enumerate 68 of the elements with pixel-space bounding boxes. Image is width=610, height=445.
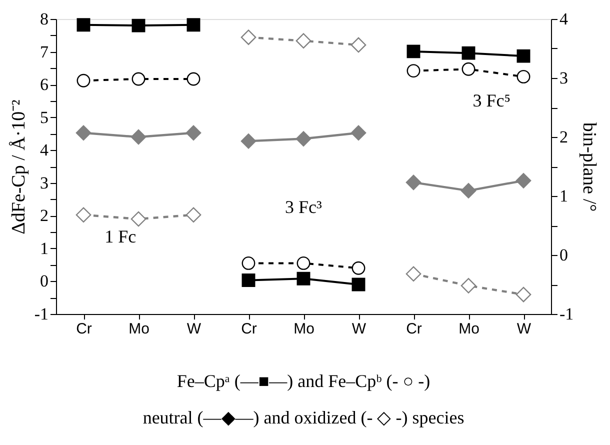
point xyxy=(76,18,90,32)
point xyxy=(130,211,146,227)
text: Fe–Cpᵃ (—■—) and Fe–Cpᵇ (- ○ -) xyxy=(176,370,430,391)
point xyxy=(186,207,202,223)
annotation: 3 Fc⁵ xyxy=(472,90,510,111)
annotation: 1 Fc xyxy=(104,226,136,246)
y2-axis-title: bin-plane /° xyxy=(578,122,600,212)
point xyxy=(406,44,420,58)
y2-tick-label: 4 xyxy=(560,10,568,28)
x-tick-label: W xyxy=(516,320,532,338)
x-tick-label: W xyxy=(186,320,202,338)
point xyxy=(76,74,90,88)
point xyxy=(132,72,146,86)
point xyxy=(186,18,200,32)
point xyxy=(186,125,202,141)
point xyxy=(350,37,366,53)
y-tick-label: 4 xyxy=(40,140,49,160)
x-tick-label: Cr xyxy=(241,320,257,338)
point xyxy=(516,286,532,302)
point xyxy=(350,125,366,141)
x-tick-label: Cr xyxy=(406,320,422,338)
point xyxy=(296,33,312,48)
y2-tick-label: 1 xyxy=(560,186,568,206)
point xyxy=(186,72,200,86)
y-tick-label: 6 xyxy=(40,75,48,94)
y-tick-label: 1 xyxy=(40,238,48,258)
y-tick-label: 5 xyxy=(40,108,48,127)
point xyxy=(296,131,312,146)
text: neutral (—◆—) and oxidized (- ◇ -) species xyxy=(142,408,464,428)
y-tick-label: 8 xyxy=(40,10,48,28)
point xyxy=(352,261,366,275)
x-tick-label: Mo xyxy=(458,320,480,338)
point xyxy=(516,49,530,63)
y2-tick-label: 0 xyxy=(560,246,568,264)
point xyxy=(132,18,146,32)
y-tick-label: 7 xyxy=(40,42,49,62)
y-tick-label: 3 xyxy=(40,173,48,192)
point xyxy=(242,274,256,287)
point xyxy=(352,278,366,292)
x-tick-label: Mo xyxy=(294,320,314,338)
y-axis-title: ΔdFe-Cp / Å·10⁻² xyxy=(8,99,30,234)
y2-tick-label: 2 xyxy=(560,128,568,146)
point xyxy=(242,256,256,270)
point xyxy=(406,266,422,282)
point xyxy=(460,183,476,198)
y-tick-label: 2 xyxy=(40,206,48,226)
point xyxy=(240,133,256,149)
point xyxy=(462,46,476,60)
point xyxy=(462,62,476,76)
point xyxy=(516,70,530,84)
y2-tick-label: -1 xyxy=(560,304,574,324)
annotation: 3 Fc³ xyxy=(285,196,323,217)
point xyxy=(296,272,310,286)
x-tick-label: Cr xyxy=(76,320,92,338)
x-tick-label: Mo xyxy=(128,320,150,338)
point xyxy=(516,172,532,188)
point xyxy=(240,30,256,45)
point xyxy=(296,256,310,270)
point xyxy=(76,125,92,141)
point xyxy=(130,129,146,145)
point xyxy=(460,278,476,294)
y2-tick-label: 3 xyxy=(560,68,568,88)
x-tick-label: W xyxy=(352,320,367,338)
point xyxy=(76,207,92,223)
point xyxy=(406,174,422,190)
y-tick-label: -1 xyxy=(34,304,48,324)
point xyxy=(406,64,420,78)
y-tick-label: 0 xyxy=(40,272,48,291)
